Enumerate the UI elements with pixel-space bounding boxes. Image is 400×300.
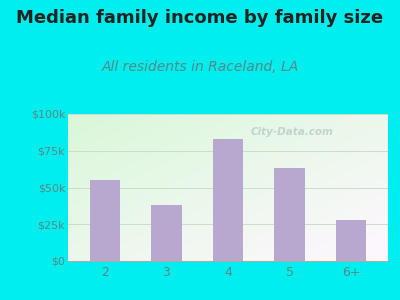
Bar	[151, 205, 182, 261]
Bar	[90, 180, 120, 261]
Bar	[213, 139, 243, 261]
Text: City-Data.com: City-Data.com	[251, 127, 333, 136]
Text: All residents in Raceland, LA: All residents in Raceland, LA	[101, 60, 299, 74]
Text: Median family income by family size: Median family income by family size	[16, 9, 384, 27]
Bar	[336, 220, 366, 261]
Bar	[274, 168, 305, 261]
